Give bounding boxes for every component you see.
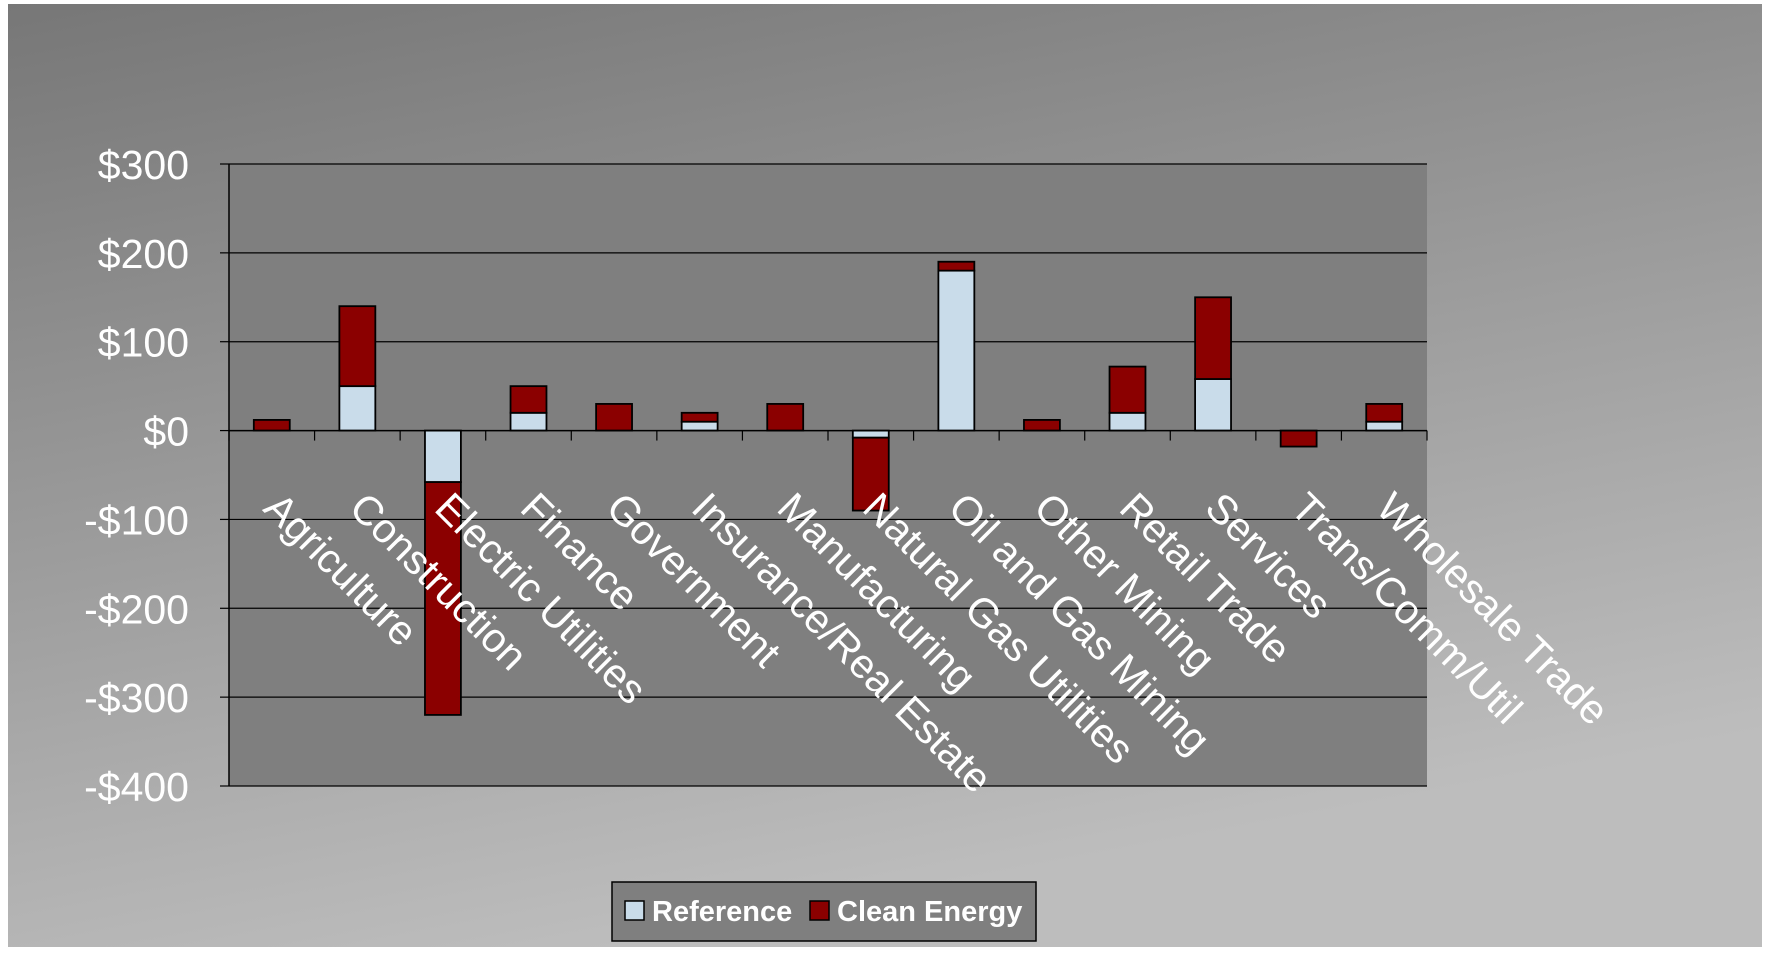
bar-clean-energy bbox=[1023, 419, 1061, 432]
plot-area bbox=[229, 164, 1427, 786]
bar-reference bbox=[1194, 378, 1232, 432]
y-tick-label: $200 bbox=[98, 231, 189, 277]
bar-clean-energy bbox=[766, 403, 805, 432]
bar-clean-energy bbox=[937, 260, 976, 272]
bar-clean-energy bbox=[509, 385, 548, 414]
bar-reference bbox=[680, 420, 719, 432]
axes bbox=[228, 164, 1428, 786]
legend-label: Reference bbox=[652, 896, 792, 928]
y-tick-label: $100 bbox=[98, 320, 189, 366]
bar-clean-energy bbox=[680, 411, 719, 423]
bar-reference bbox=[338, 385, 377, 432]
bar-clean-energy bbox=[1108, 365, 1147, 414]
legend: Reference Clean Energy bbox=[611, 881, 1037, 942]
y-tick-label: $300 bbox=[98, 142, 189, 188]
y-tick-label: $0 bbox=[143, 409, 189, 455]
bar-reference bbox=[1108, 411, 1147, 432]
y-tick-label: -$200 bbox=[84, 586, 189, 632]
bars bbox=[252, 260, 1404, 716]
y-tick-label: -$100 bbox=[84, 497, 189, 543]
bar-clean-energy bbox=[424, 481, 462, 716]
bar-reference bbox=[509, 411, 548, 432]
bar-clean-energy bbox=[851, 436, 890, 512]
bar-clean-energy bbox=[1365, 403, 1404, 423]
y-tick-label: -$300 bbox=[84, 675, 189, 721]
bar-reference bbox=[1365, 420, 1404, 432]
y-tick-labels: $300 $200 $100 $0 -$100 -$200 -$300 -$400 bbox=[84, 142, 189, 810]
bar-reference bbox=[937, 269, 976, 432]
bar-clean-energy bbox=[338, 305, 377, 388]
bar-reference bbox=[424, 429, 462, 484]
legend-swatch bbox=[624, 900, 645, 921]
bar-clean-energy bbox=[1279, 429, 1318, 448]
legend-label: Clean Energy bbox=[837, 896, 1022, 928]
bar-reference bbox=[851, 429, 890, 439]
legend-swatch bbox=[809, 900, 830, 921]
bar-clean-energy bbox=[1194, 296, 1232, 380]
bar-clean-energy bbox=[595, 403, 633, 432]
bar-clean-energy bbox=[252, 419, 291, 432]
y-tick-label: -$400 bbox=[84, 764, 189, 810]
